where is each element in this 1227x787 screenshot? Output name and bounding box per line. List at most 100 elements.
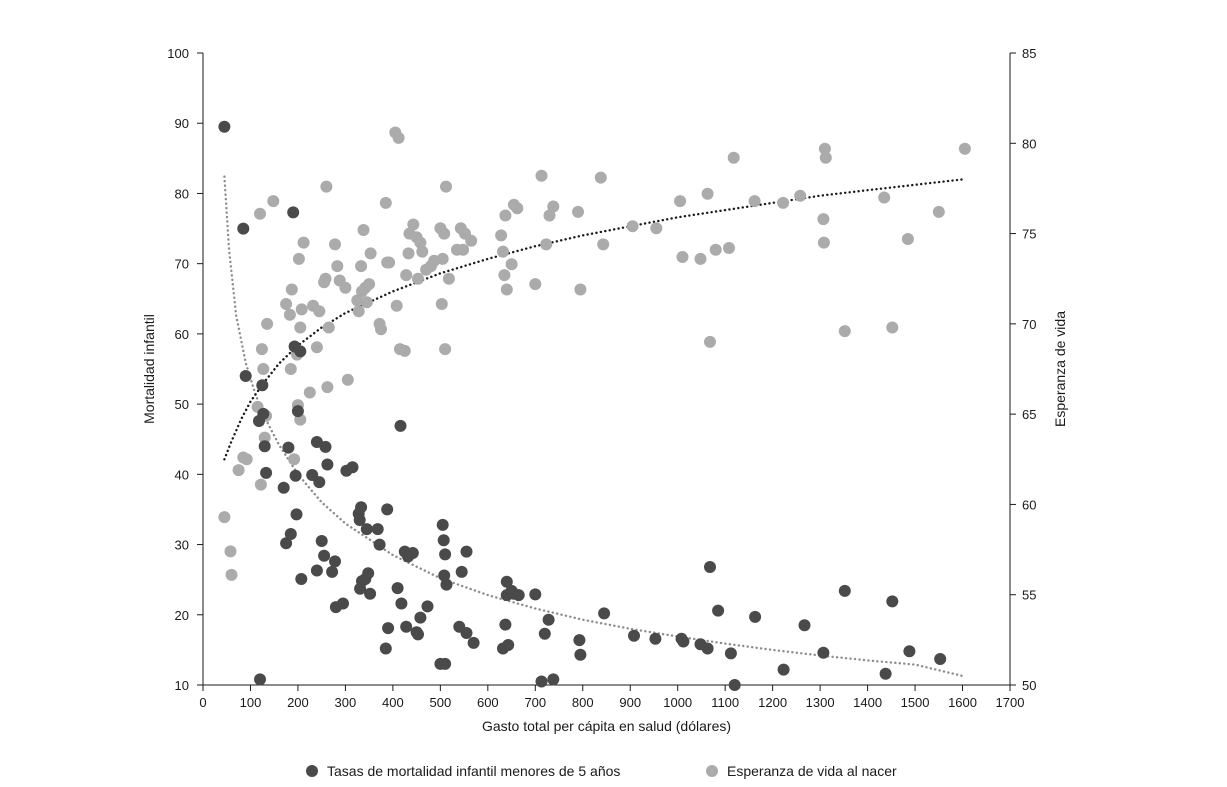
mortality-point: [355, 501, 368, 514]
left-y-tick-label: 80: [175, 186, 189, 201]
x-tick-label: 0: [199, 695, 206, 710]
mortality-point: [414, 611, 427, 624]
left-y-tick-label: 90: [175, 116, 189, 131]
x-tick-label: 1300: [806, 695, 835, 710]
mortality-point: [879, 667, 892, 680]
life-expectancy-point: [392, 131, 405, 144]
mortality-point: [529, 588, 542, 601]
life-expectancy-point: [500, 283, 513, 296]
life-expectancy-point: [626, 220, 639, 233]
mortality-point: [295, 573, 308, 585]
life-expectancy-point: [398, 344, 411, 357]
mortality-point: [724, 647, 737, 660]
life-expectancy-point: [886, 321, 899, 334]
mortality-point: [547, 673, 560, 686]
right-y-tick-label: 75: [1022, 227, 1036, 242]
life-expectancy-point: [294, 321, 307, 334]
mortality-point: [712, 604, 725, 617]
life-expectancy-point: [495, 229, 508, 242]
mortality-point: [838, 584, 851, 597]
mortality-point: [934, 653, 947, 665]
right-y-tick-label: 55: [1022, 588, 1036, 603]
mortality-point: [394, 419, 407, 432]
legend: Tasas de mortalidad infantil menores de …: [306, 763, 897, 779]
life-expectancy-point: [355, 260, 368, 273]
mortality-point: [749, 610, 762, 623]
life-expectancy-point: [498, 269, 511, 282]
life-expectancy-point: [364, 247, 377, 260]
mortality-point: [315, 535, 328, 547]
life-expectancy-point: [351, 294, 364, 307]
life-expectancy-point: [709, 243, 722, 256]
left-y-tick-label: 10: [175, 678, 189, 693]
trend-lines: [223, 175, 964, 678]
mortality-point: [502, 639, 515, 651]
life-expectancy-point: [258, 431, 271, 444]
left-y-tick-label: 40: [175, 467, 189, 482]
life-expectancy-point: [694, 252, 707, 265]
life-expectancy-point: [218, 511, 231, 524]
mortality-point: [319, 440, 332, 453]
x-tick-label: 1600: [948, 695, 977, 710]
left-y-axis-title: Mortalidad infantil: [141, 314, 157, 424]
life-expectancy-point: [363, 278, 376, 291]
life-expectancy-point: [331, 260, 344, 273]
mortality-point: [346, 461, 359, 474]
mortality-point: [237, 222, 250, 235]
x-tick-label: 800: [572, 695, 594, 710]
mortality-point: [460, 545, 473, 558]
life-expectancy-point: [439, 343, 452, 356]
mortality-point: [728, 679, 741, 691]
right-y-tick-label: 80: [1022, 136, 1036, 151]
mortality-point: [313, 476, 326, 489]
life-expectancy-point: [574, 283, 587, 296]
left-y-tick-label: 30: [175, 538, 189, 553]
life-expectancy-point: [341, 373, 354, 386]
life-expectancy-point: [320, 180, 333, 193]
mortality-point: [291, 405, 304, 418]
life-expectancy-point: [292, 252, 305, 265]
mortality-point: [500, 575, 513, 588]
life-expectancy-point: [261, 317, 274, 330]
life-expectancy-point: [283, 308, 296, 321]
life-expectancy-point: [674, 195, 687, 208]
life-expectancy-point: [329, 238, 341, 251]
mortality-point: [326, 565, 339, 578]
life-expectancy-point: [379, 196, 392, 209]
life-expectancy-point: [540, 238, 553, 251]
life-expectancy-point: [295, 303, 308, 316]
life-expectancy-point: [440, 180, 452, 193]
life-expectancy-point: [777, 196, 790, 209]
mortality-point: [353, 514, 366, 526]
mortality-point: [438, 569, 451, 582]
life-expectancy-point: [322, 321, 335, 334]
life-expectancy-point: [817, 236, 830, 249]
mortality-point: [294, 345, 307, 358]
mortality-point: [421, 600, 434, 613]
mortality-point: [628, 629, 640, 642]
mortality-point: [290, 508, 303, 521]
mortality-point: [412, 628, 424, 641]
mortality-trend-line: [223, 175, 964, 678]
life-expectancy-point: [224, 545, 237, 558]
life-expectancy-point: [225, 568, 238, 581]
mortality-point: [329, 555, 341, 568]
life-expectancy-point: [597, 238, 610, 251]
life-expectancy-point: [442, 272, 455, 285]
x-tick-label: 1400: [853, 695, 882, 710]
life-expectancy-point: [497, 245, 509, 258]
mortality-point: [289, 469, 302, 482]
life-expectancy-point: [499, 209, 512, 222]
life-expectancy-point: [535, 169, 548, 182]
mortality-point: [798, 619, 811, 632]
life-expectancy-trend-line: [223, 178, 964, 461]
x-tick-label: 700: [524, 695, 546, 710]
mortality-point: [282, 441, 295, 454]
data-points: [218, 120, 971, 691]
x-tick-label: 1000: [663, 695, 692, 710]
mortality-point: [440, 578, 453, 591]
life-expectancy-point: [817, 213, 830, 226]
mortality-point: [467, 636, 480, 649]
mortality-point: [395, 597, 408, 610]
